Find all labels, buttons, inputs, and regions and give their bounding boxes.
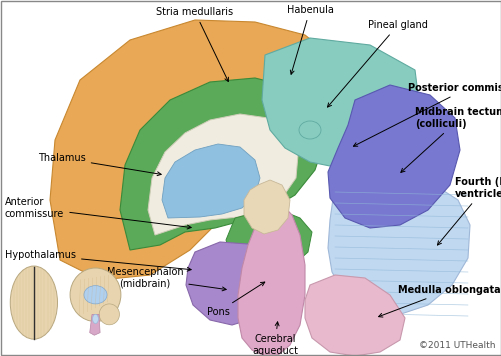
Polygon shape <box>262 38 419 168</box>
Ellipse shape <box>10 266 58 339</box>
Text: Anterior
commissure: Anterior commissure <box>5 197 191 229</box>
Text: Midbrain tectum
(colliculi): Midbrain tectum (colliculi) <box>400 107 501 172</box>
Polygon shape <box>305 275 404 356</box>
Polygon shape <box>162 144 260 218</box>
Text: Posterior commissure: Posterior commissure <box>353 83 501 146</box>
Ellipse shape <box>84 286 107 304</box>
Polygon shape <box>50 20 329 280</box>
Polygon shape <box>120 78 324 250</box>
Text: Medulla oblongata: Medulla oblongata <box>378 285 499 317</box>
Text: Pons: Pons <box>206 282 264 317</box>
Polygon shape <box>90 314 100 335</box>
Text: Cerebral
aqueduct: Cerebral aqueduct <box>252 322 298 356</box>
Ellipse shape <box>92 314 98 324</box>
Text: Fourth (IV)
ventricle: Fourth (IV) ventricle <box>436 177 501 245</box>
Text: Mesencephalon
(midbrain): Mesencephalon (midbrain) <box>107 267 226 291</box>
Ellipse shape <box>99 304 119 325</box>
Polygon shape <box>237 192 305 356</box>
Text: Stria medullaris: Stria medullaris <box>156 7 233 82</box>
Text: Pineal gland: Pineal gland <box>327 20 427 107</box>
Text: Thalamus: Thalamus <box>38 153 161 176</box>
Polygon shape <box>327 85 459 228</box>
Text: ©2011 UTHealth: ©2011 UTHealth <box>419 341 495 350</box>
Polygon shape <box>148 114 298 235</box>
Polygon shape <box>243 180 290 234</box>
Ellipse shape <box>299 121 320 139</box>
Text: Habenula: Habenula <box>286 5 333 74</box>
Ellipse shape <box>70 268 121 321</box>
Text: Hypothalamus: Hypothalamus <box>5 250 191 271</box>
Polygon shape <box>225 210 312 275</box>
Polygon shape <box>186 242 278 325</box>
Polygon shape <box>327 172 469 315</box>
